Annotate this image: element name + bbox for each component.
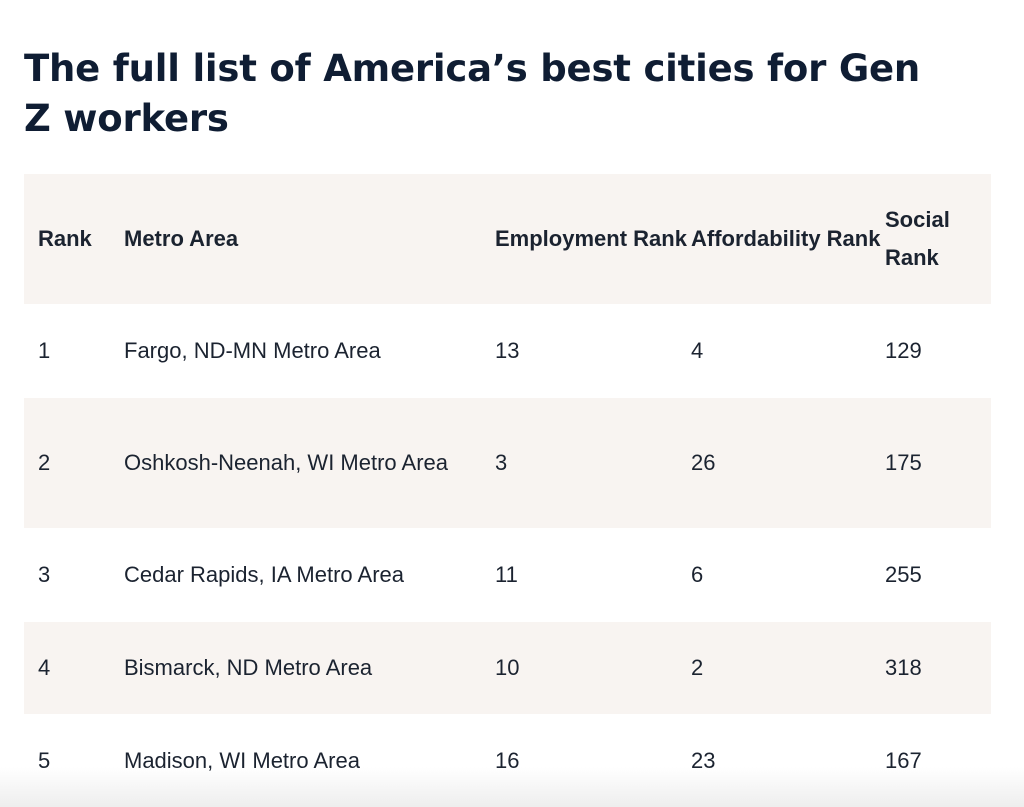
cell-social-rank: 129	[885, 338, 922, 363]
table-row: 1 Fargo, ND-MN Metro Area 13 4 129	[24, 304, 991, 398]
rankings-table: Rank Metro Area Employment Rank Affordab…	[24, 174, 991, 807]
cell-rank: 5	[38, 748, 51, 773]
header-rank: Rank	[38, 226, 92, 251]
table-header-row: Rank Metro Area Employment Rank Affordab…	[24, 174, 991, 304]
cell-metro-area: Madison, WI Metro Area	[124, 748, 360, 773]
cell-social-rank: 255	[885, 562, 922, 587]
header-metro-area: Metro Area	[124, 226, 239, 251]
cell-rank: 3	[38, 562, 51, 587]
table-row: 5 Madison, WI Metro Area 16 23 167	[24, 714, 991, 807]
header-social-rank: Social Rank	[885, 207, 950, 270]
cell-social-rank: 167	[885, 748, 922, 773]
cell-metro-area: Oshkosh-Neenah, WI Metro Area	[124, 450, 449, 475]
cell-affordability-rank: 4	[691, 338, 704, 363]
cell-social-rank: 175	[885, 450, 922, 475]
page-title: The full list of America’s best cities f…	[24, 47, 921, 140]
cell-metro-area: Fargo, ND-MN Metro Area	[124, 338, 381, 363]
cell-rank: 2	[38, 450, 51, 475]
cell-affordability-rank: 26	[691, 450, 716, 475]
cell-metro-area: Bismarck, ND Metro Area	[124, 655, 373, 680]
table-row: 3 Cedar Rapids, IA Metro Area 11 6 255	[24, 528, 991, 622]
cell-employment-rank: 13	[495, 338, 520, 363]
cell-employment-rank: 3	[495, 450, 508, 475]
cell-rank: 1	[38, 338, 51, 363]
cell-employment-rank: 10	[495, 655, 520, 680]
cell-affordability-rank: 6	[691, 562, 704, 587]
table-row: 2 Oshkosh-Neenah, WI Metro Area 3 26 175	[24, 398, 991, 528]
cell-social-rank: 318	[885, 655, 922, 680]
cell-metro-area: Cedar Rapids, IA Metro Area	[124, 562, 405, 587]
header-employment-rank: Employment Rank	[495, 226, 687, 251]
cell-employment-rank: 16	[495, 748, 520, 773]
cell-employment-rank: 11	[495, 562, 518, 587]
cell-affordability-rank: 2	[691, 655, 704, 680]
table-row: 4 Bismarck, ND Metro Area 10 2 318	[24, 622, 991, 714]
header-affordability-rank: Affordability Rank	[691, 226, 881, 251]
cell-affordability-rank: 23	[691, 748, 716, 773]
cell-rank: 4	[38, 655, 51, 680]
